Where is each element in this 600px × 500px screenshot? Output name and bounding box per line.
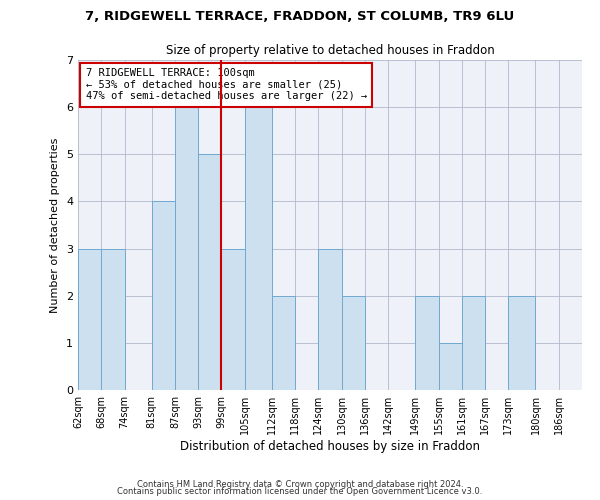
- Bar: [221, 248, 245, 390]
- Text: 7, RIDGEWELL TERRACE, FRADDON, ST COLUMB, TR9 6LU: 7, RIDGEWELL TERRACE, FRADDON, ST COLUMB…: [85, 10, 515, 23]
- Text: Contains public sector information licensed under the Open Government Licence v3: Contains public sector information licen…: [118, 487, 482, 496]
- Bar: [175, 107, 198, 390]
- Y-axis label: Number of detached properties: Number of detached properties: [50, 138, 61, 312]
- Text: 7 RIDGEWELL TERRACE: 100sqm
← 53% of detached houses are smaller (25)
47% of sem: 7 RIDGEWELL TERRACE: 100sqm ← 53% of det…: [86, 68, 367, 102]
- Bar: [508, 296, 535, 390]
- Bar: [152, 202, 175, 390]
- Title: Size of property relative to detached houses in Fraddon: Size of property relative to detached ho…: [166, 44, 494, 58]
- X-axis label: Distribution of detached houses by size in Fraddon: Distribution of detached houses by size …: [180, 440, 480, 453]
- Bar: [439, 343, 462, 390]
- Bar: [245, 107, 272, 390]
- Text: Contains HM Land Registry data © Crown copyright and database right 2024.: Contains HM Land Registry data © Crown c…: [137, 480, 463, 489]
- Bar: [341, 296, 365, 390]
- Bar: [319, 248, 341, 390]
- Bar: [198, 154, 221, 390]
- Bar: [78, 248, 101, 390]
- Bar: [272, 296, 295, 390]
- Bar: [415, 296, 439, 390]
- Bar: [462, 296, 485, 390]
- Bar: [101, 248, 125, 390]
